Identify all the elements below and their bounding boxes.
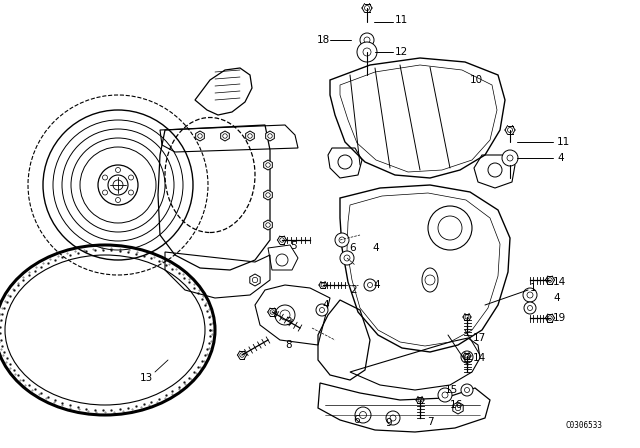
Text: 4: 4 <box>557 153 564 163</box>
Text: 14: 14 <box>553 277 566 287</box>
Text: C0306533: C0306533 <box>565 421 602 430</box>
Circle shape <box>465 388 470 392</box>
Circle shape <box>129 175 134 180</box>
Circle shape <box>335 233 349 247</box>
Circle shape <box>386 411 400 425</box>
Text: 15: 15 <box>445 385 458 395</box>
Text: 13: 13 <box>140 373 153 383</box>
Circle shape <box>102 190 108 195</box>
Polygon shape <box>221 131 229 141</box>
Circle shape <box>360 33 374 47</box>
Text: 8: 8 <box>285 340 292 350</box>
Circle shape <box>461 351 473 363</box>
Text: 16: 16 <box>450 400 463 410</box>
Polygon shape <box>196 131 204 141</box>
Circle shape <box>438 388 452 402</box>
Circle shape <box>340 251 354 265</box>
Circle shape <box>344 255 350 261</box>
Text: 18: 18 <box>317 35 330 45</box>
Circle shape <box>364 37 370 43</box>
Circle shape <box>357 42 377 62</box>
Circle shape <box>316 304 328 316</box>
Text: 9: 9 <box>385 418 392 428</box>
Text: 10: 10 <box>470 75 483 85</box>
Text: 4: 4 <box>322 300 328 310</box>
Circle shape <box>527 292 533 298</box>
Polygon shape <box>266 131 275 141</box>
Circle shape <box>465 354 470 359</box>
Text: 2: 2 <box>350 285 356 295</box>
Circle shape <box>102 175 108 180</box>
Text: 3: 3 <box>285 317 292 327</box>
Text: 12: 12 <box>395 47 408 57</box>
Text: 4: 4 <box>553 293 559 303</box>
Text: 6: 6 <box>353 415 360 425</box>
Circle shape <box>367 283 372 288</box>
Text: 6: 6 <box>349 243 356 253</box>
Circle shape <box>115 198 120 202</box>
Circle shape <box>319 307 324 313</box>
Text: 17: 17 <box>473 333 486 343</box>
Polygon shape <box>264 220 273 230</box>
Text: 1: 1 <box>530 283 536 293</box>
Text: 11: 11 <box>395 15 408 25</box>
Circle shape <box>355 407 371 423</box>
Circle shape <box>524 302 536 314</box>
Circle shape <box>527 306 532 310</box>
Circle shape <box>113 180 123 190</box>
Circle shape <box>461 384 473 396</box>
Text: 19: 19 <box>553 313 566 323</box>
Circle shape <box>363 48 371 56</box>
Text: 7: 7 <box>427 417 434 427</box>
Text: 5: 5 <box>290 241 296 251</box>
Text: 4: 4 <box>373 280 380 290</box>
Polygon shape <box>453 402 463 414</box>
Text: 4: 4 <box>372 243 379 253</box>
Circle shape <box>364 279 376 291</box>
Circle shape <box>115 168 120 172</box>
Circle shape <box>502 150 518 166</box>
Polygon shape <box>264 190 273 200</box>
Circle shape <box>523 288 537 302</box>
Text: 14: 14 <box>473 353 486 363</box>
Circle shape <box>507 155 513 161</box>
Polygon shape <box>264 160 273 170</box>
Circle shape <box>360 412 367 418</box>
Polygon shape <box>250 274 260 286</box>
Circle shape <box>129 190 134 195</box>
Polygon shape <box>246 131 254 141</box>
Text: 11: 11 <box>557 137 570 147</box>
Circle shape <box>390 415 396 421</box>
Circle shape <box>442 392 448 398</box>
Circle shape <box>339 237 345 243</box>
